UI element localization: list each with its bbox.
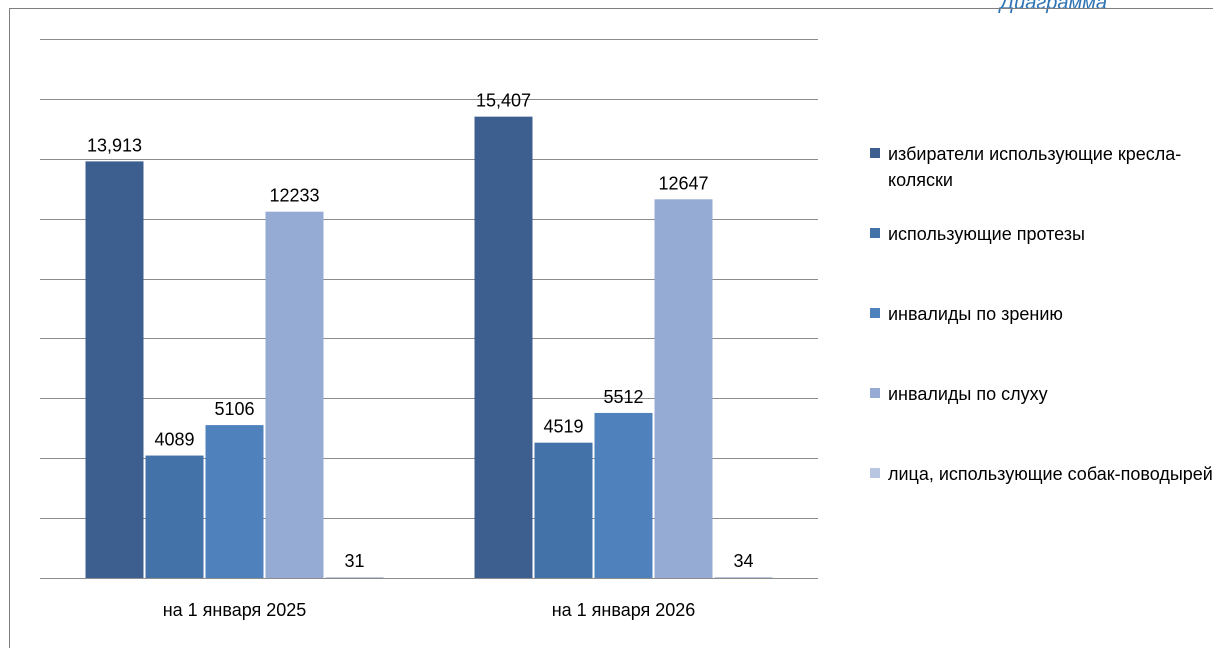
- bar-4-1: [265, 211, 324, 578]
- bar-chart: 13,913 4089 5106 12233 31 15,407 4519 5512 12647…: [40, 39, 818, 620]
- data-label: 5512: [603, 387, 643, 407]
- data-label: 4089: [154, 430, 194, 450]
- legend-item: инвалиды по зрению: [870, 301, 1213, 327]
- legend-item: инвалиды по слуху: [870, 381, 1213, 407]
- legend-label: лица, использующие собак-поводырей: [888, 464, 1213, 484]
- bar-1-1: [85, 161, 144, 579]
- x-tick-label: на 1 января 2026: [552, 600, 696, 620]
- bar-5-1: [325, 577, 384, 578]
- legend-label: инвалиды по слуху: [888, 384, 1048, 404]
- data-label: 5106: [214, 399, 254, 419]
- bar-1-2: [474, 116, 533, 579]
- legend-swatch: [870, 308, 880, 318]
- bar-4-2: [654, 199, 713, 579]
- bar-2-1: [145, 455, 204, 578]
- bars: [85, 116, 773, 579]
- data-label: 34: [733, 551, 753, 571]
- data-label: 12647: [658, 173, 708, 193]
- legend-item: использующие протезы: [870, 221, 1213, 247]
- x-tick-label: на 1 января 2025: [163, 600, 307, 620]
- legend-swatch: [870, 468, 880, 478]
- data-label: 4519: [543, 417, 583, 437]
- chart-frame: 13,913 4089 5106 12233 31 15,407 4519 5512 12647…: [9, 8, 1213, 648]
- legend-item: избиратели использующие кресла-коляски: [870, 141, 1213, 193]
- legend-label: инвалиды по зрению: [888, 304, 1063, 324]
- data-labels: 13,913 4089 5106 12233 31 15,407 4519 5512 12647…: [87, 91, 754, 571]
- bar-2-2: [534, 442, 593, 578]
- data-label: 12233: [269, 186, 319, 206]
- bar-3-1: [205, 425, 264, 578]
- legend-item: лица, использующие собак-поводырей: [870, 461, 1213, 487]
- data-label: 13,913: [87, 135, 142, 155]
- legend-label: избиратели использующие кресла-коляски: [888, 144, 1182, 190]
- data-label: 31: [344, 551, 364, 571]
- bar-5-2: [714, 576, 773, 578]
- legend-swatch: [870, 388, 880, 398]
- x-axis: на 1 января 2025 на 1 января 2026: [163, 600, 696, 620]
- bar-3-2: [594, 412, 653, 578]
- legend-swatch: [870, 228, 880, 238]
- legend-swatch: [870, 148, 880, 158]
- data-label: 15,407: [476, 91, 531, 111]
- legend-label: использующие протезы: [888, 224, 1085, 244]
- page-heading: Диаграмма: [1000, 0, 1107, 14]
